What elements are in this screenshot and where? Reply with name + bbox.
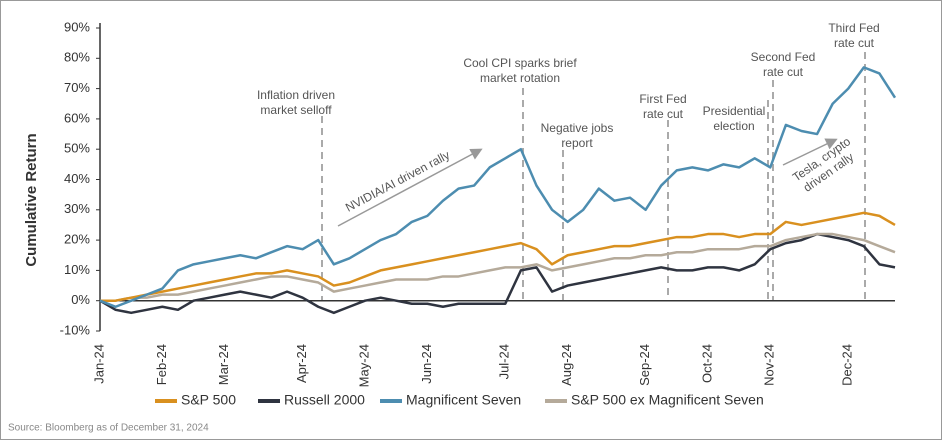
x-tick-label: Jan-24 <box>91 344 106 384</box>
x-tick-label: Mar-24 <box>216 344 231 385</box>
y-tick-label: 60% <box>64 110 90 125</box>
x-tick-label: Dec-24 <box>840 344 855 386</box>
y-tick-label: 30% <box>64 201 90 216</box>
annotation: Third Fed <box>828 21 879 35</box>
x-tick-label: Jul-24 <box>497 344 512 379</box>
annotation: Negative jobs <box>541 121 614 135</box>
y-tick-label: 40% <box>64 171 90 186</box>
legend-label: S&P 500 <box>181 392 236 408</box>
y-tick-label: -10% <box>60 322 91 337</box>
y-tick-label: 50% <box>64 141 90 156</box>
y-tick-label: 0% <box>71 292 90 307</box>
annotation: market rotation <box>480 71 560 85</box>
arrow <box>337 148 483 227</box>
annotation: NVIDIA/AI driven rally <box>343 148 452 215</box>
x-tick-label: Aug-24 <box>559 344 574 386</box>
annotation: First Fed <box>639 92 686 106</box>
annotation: Cool CPI sparks brief <box>463 56 577 70</box>
y-tick-label: 80% <box>64 50 90 65</box>
annotation: Presidential <box>703 104 766 118</box>
y-tick-label: 90% <box>64 19 90 34</box>
annotation: Inflation driven <box>257 88 335 102</box>
annotation: report <box>561 136 593 150</box>
annotation: market selloff <box>260 103 332 117</box>
x-tick-label: Apr-24 <box>294 344 309 383</box>
x-tick-label: Nov-24 <box>762 344 777 386</box>
legend-label: Russell 2000 <box>284 392 365 408</box>
y-tick-label: 20% <box>64 232 90 247</box>
series-line <box>100 232 896 302</box>
x-tick-label: Oct-24 <box>699 344 714 383</box>
annotation: Second Fed <box>751 50 816 64</box>
series-line <box>100 211 896 302</box>
arrow <box>782 138 838 166</box>
x-tick-label: Feb-24 <box>154 344 169 385</box>
annotation: rate cut <box>643 107 684 121</box>
legend-label: S&P 500 ex Magnificent Seven <box>571 392 764 408</box>
source: Source: Bloomberg as of December 31, 202… <box>8 423 209 434</box>
annotation: rate cut <box>834 36 875 50</box>
y-tick-label: 70% <box>64 80 90 95</box>
x-tick-label: May-24 <box>356 344 371 387</box>
x-tick-label: Jun-24 <box>419 344 434 384</box>
annotation: election <box>713 119 754 133</box>
y-tick-label: 10% <box>64 262 90 277</box>
annotation: rate cut <box>763 65 804 79</box>
legend-label: Magnificent Seven <box>406 392 521 408</box>
x-tick-label: Sep-24 <box>637 344 652 386</box>
y-axis-title: Cumulative Return <box>23 133 40 266</box>
series-line <box>99 232 896 315</box>
series-line <box>99 66 897 309</box>
